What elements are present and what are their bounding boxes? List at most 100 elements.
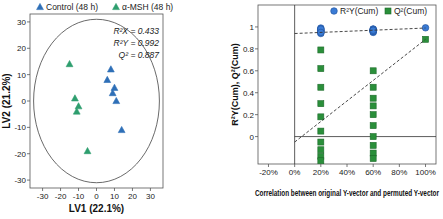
y-tick [27, 48, 30, 49]
legend: Control (48 h) α-MSH (48 h) [37, 2, 174, 12]
legend: R²Y(Cum)Q²(Cum) [331, 6, 428, 16]
point [318, 147, 324, 153]
y-tick [255, 136, 258, 137]
x-tick [60, 188, 61, 191]
y-tick [27, 180, 30, 181]
point [422, 25, 429, 32]
point [107, 66, 114, 72]
y-tick-label: 0.6 [243, 67, 255, 76]
x-tick [42, 188, 43, 191]
legend-marker [331, 8, 338, 15]
point [318, 158, 324, 164]
x-tick-label: 10 [110, 192, 119, 201]
trend-line [295, 28, 426, 33]
y-tick-label: -30 [14, 176, 26, 185]
point [75, 103, 82, 109]
x-tick-label: 0 [94, 192, 99, 201]
x-tick [132, 188, 133, 191]
y-tick-label: 30 [17, 18, 26, 27]
x-tick-label: -30 [37, 192, 49, 201]
plot-area [34, 19, 160, 182]
x-tick [96, 188, 97, 191]
point [370, 142, 376, 148]
x-tick-label: -10 [73, 192, 85, 201]
point [84, 147, 91, 153]
x-tick-label: 60% [365, 168, 381, 177]
y-tick-label: 0 [250, 133, 255, 142]
x-tick-label: 80% [391, 168, 407, 177]
point [370, 95, 376, 101]
plot-area [295, 5, 436, 164]
x-tick [78, 188, 79, 191]
point [73, 108, 80, 114]
annotation: R²X = 0.433 [113, 26, 159, 36]
point [72, 95, 79, 101]
x-tick [399, 164, 400, 167]
y-tick-label: 0.4 [243, 89, 255, 98]
x-tick-label: 0% [289, 168, 301, 177]
point [318, 114, 324, 120]
x-tick-label: 20 [128, 192, 137, 201]
x-tick-label: 40% [339, 168, 355, 177]
plot-frame [30, 14, 163, 188]
y-tick [27, 101, 30, 102]
confidence-ellipse [34, 19, 160, 182]
x-tick-label: 20% [313, 168, 329, 177]
y-tick [255, 114, 258, 115]
y-tick [255, 92, 258, 93]
x-tick [114, 188, 115, 191]
point [370, 84, 376, 90]
zero-axis-y [295, 136, 436, 137]
chart-1: -20%0%20%40%60%80%100%00.20.40.60.81R²Y(… [230, 5, 440, 198]
zero-axis-x [294, 5, 295, 164]
y-tick-label: 20 [17, 44, 26, 53]
legend-label: α-MSH (48 h) [122, 2, 173, 12]
point [66, 60, 73, 66]
y-tick [255, 70, 258, 71]
y-tick-label: 1 [250, 23, 255, 32]
point [113, 97, 120, 103]
x-tick [320, 164, 321, 167]
point [370, 150, 376, 156]
point [118, 126, 125, 132]
point [370, 134, 376, 140]
x-tick-label: -20% [259, 168, 278, 177]
x-tick-label: -20 [55, 192, 67, 201]
chart-0: -30 -20 -10 0 10 20 30 -30 -20 -10 0 10 20 30 Control … [1, 2, 173, 214]
annotation: Q² = 0.887 [119, 50, 160, 60]
y-tick [255, 26, 258, 27]
legend-marker [37, 3, 44, 9]
point [370, 123, 376, 129]
y-tick-label: -10 [14, 123, 26, 132]
point [370, 112, 376, 118]
trend-line [295, 39, 426, 142]
x-axis-label: LV1 (22.1%) [69, 203, 124, 214]
y-tick [27, 127, 30, 128]
figure: -30-20-100102030-30-20-100102030Control … [0, 0, 443, 219]
annotation: R²Y = 0.992 [114, 38, 160, 48]
legend-label: R²Y(Cum) [340, 6, 378, 16]
point [370, 68, 376, 74]
x-tick-label: 30 [146, 192, 155, 201]
point [370, 103, 376, 109]
x-tick [268, 164, 269, 167]
point [318, 66, 324, 72]
y-tick-label: 0 [22, 97, 27, 106]
x-tick [425, 164, 426, 167]
point [318, 84, 324, 90]
legend-marker [113, 3, 120, 9]
y-tick [27, 153, 30, 154]
y-axis-label: R²Y(Cum), Q²(Cum) [230, 43, 240, 126]
plot-frame [258, 5, 436, 164]
legend-marker [385, 8, 391, 14]
y-tick [27, 74, 30, 75]
point [318, 47, 324, 53]
y-tick-label: 0.8 [243, 45, 255, 54]
y-axis-label: LV2 (21.2%) [1, 73, 12, 128]
legend-label: Control (48 h) [46, 2, 98, 12]
point [104, 76, 111, 82]
y-tick-label: 10 [17, 71, 26, 80]
x-tick [294, 164, 295, 167]
point [318, 139, 324, 145]
y-tick-label: -20 [14, 150, 26, 159]
